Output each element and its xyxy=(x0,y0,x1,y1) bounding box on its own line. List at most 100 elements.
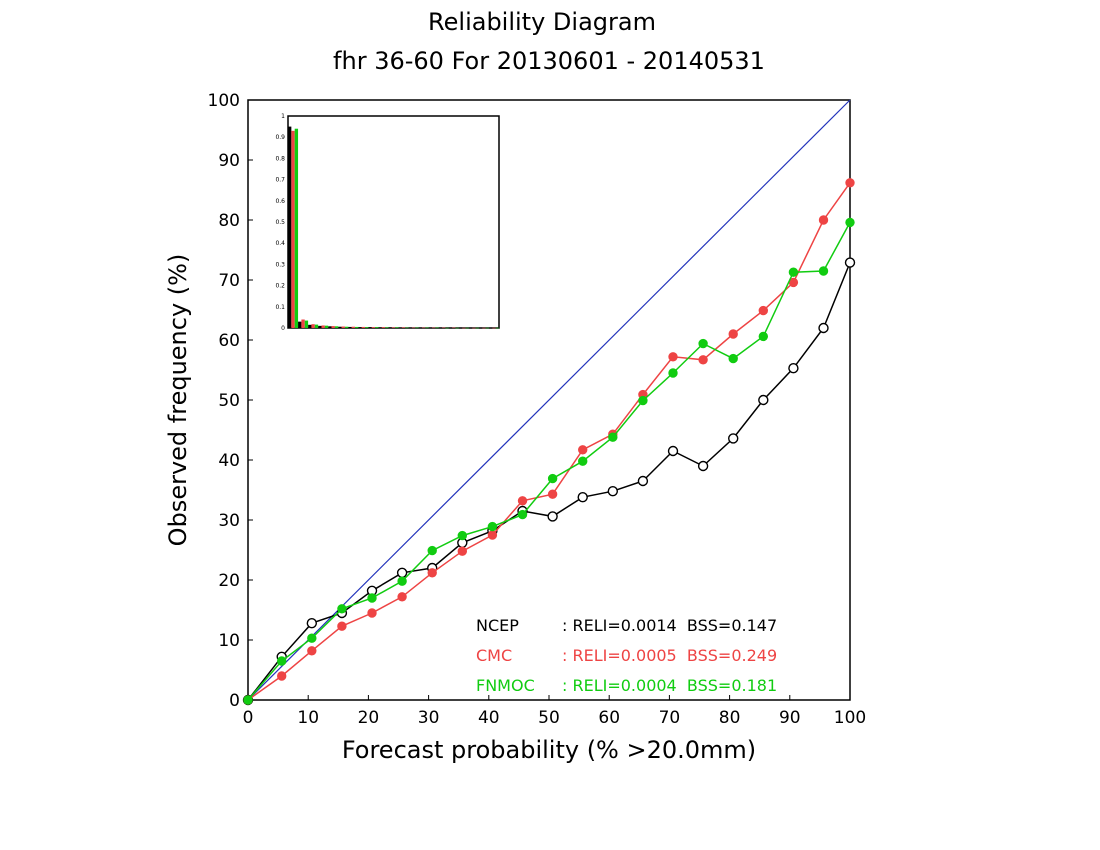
legend-stats-ncep: : RELI=0.0014 BSS=0.147 xyxy=(562,616,777,635)
inset-bar-fnmoc xyxy=(365,327,369,328)
legend: NCEP: RELI=0.0014 BSS=0.147 CMC: RELI=0.0… xyxy=(476,616,777,695)
inset-bar-ncep xyxy=(318,325,322,328)
y-tick-label: 80 xyxy=(218,211,240,231)
inset-bar-cmc xyxy=(452,327,456,329)
inset-bar-cmc xyxy=(401,327,406,328)
inset-bar-fnmoc xyxy=(405,327,409,329)
inset-bar-fnmoc xyxy=(425,327,429,329)
data-point-ncep xyxy=(758,394,769,406)
x-tick-label: 100 xyxy=(834,708,866,728)
inset-bar-fnmoc xyxy=(435,327,439,329)
data-point-ncep xyxy=(577,492,588,503)
y-axis-label: Observed frequency (%) xyxy=(164,254,192,547)
legend-name-fnmoc: FNMOC xyxy=(476,676,535,695)
inset-y-tick-label: 0.7 xyxy=(275,177,285,184)
inset-bar-cmc xyxy=(381,327,386,328)
x-tick-label: 80 xyxy=(719,708,741,728)
perfect-reliability-line xyxy=(247,99,851,701)
data-point-cmc xyxy=(547,489,558,499)
inset-bar-cmc xyxy=(492,327,496,329)
inset-bar-cmc xyxy=(472,327,476,329)
data-point-cmc xyxy=(487,530,498,540)
data-point-ncep xyxy=(728,433,739,444)
y-tick-label: 10 xyxy=(218,631,240,651)
inset-bar-fnmoc xyxy=(354,326,359,328)
inset-y-tick-label: 0.2 xyxy=(275,283,285,290)
inset-bar-ncep xyxy=(408,327,412,329)
chart-subtitle: fhr 36-60 For 20130601 - 20140531 xyxy=(333,47,765,75)
inset-bar-fnmoc xyxy=(324,325,329,328)
inset-bar-cmc xyxy=(411,327,416,329)
inset-y-tick-label: 0 xyxy=(281,325,285,332)
x-tick-label: 50 xyxy=(538,708,560,728)
inset-bar-cmc xyxy=(321,325,325,328)
x-tick-label: 0 xyxy=(243,708,254,728)
data-point-fnmoc xyxy=(668,368,678,378)
inset-bar-ncep xyxy=(418,327,422,329)
legend-name-cmc: CMC xyxy=(476,646,512,665)
data-point-fnmoc xyxy=(578,456,588,466)
data-point-fnmoc xyxy=(758,331,769,342)
x-tick-label: 70 xyxy=(659,708,681,728)
y-tick-label: 40 xyxy=(218,451,240,471)
data-point-cmc xyxy=(758,305,769,316)
y-tick-label: 90 xyxy=(218,151,240,171)
legend-stats-cmc: : RELI=0.0005 BSS=0.249 xyxy=(562,646,777,665)
data-point-fnmoc xyxy=(728,353,738,364)
inset-bar-fnmoc xyxy=(475,327,479,329)
inset-y-tick-label: 0.1 xyxy=(275,304,285,311)
inset-bar-fnmoc xyxy=(415,327,419,329)
y-tick-label: 0 xyxy=(229,691,240,711)
data-point-fnmoc xyxy=(487,521,498,532)
inset-bar-ncep xyxy=(448,327,453,329)
data-point-ncep xyxy=(547,511,558,522)
x-tick-label: 90 xyxy=(779,708,801,728)
inset-bar-ncep xyxy=(358,327,362,328)
inset-bar-fnmoc xyxy=(294,128,299,328)
inset-bar-ncep xyxy=(468,327,473,329)
inset-bar-fnmoc xyxy=(334,326,339,328)
data-point-cmc xyxy=(668,352,678,362)
inset-y-tick-label: 0.3 xyxy=(275,261,285,268)
inset-bar-cmc xyxy=(331,326,335,328)
x-tick-label: 20 xyxy=(358,708,380,728)
inset-bar-ncep xyxy=(478,327,483,329)
x-tick-label: 40 xyxy=(478,708,500,728)
inset-bar-cmc xyxy=(351,326,355,328)
x-tick-label: 60 xyxy=(598,708,620,728)
data-point-ncep xyxy=(637,475,649,487)
inset-bar-fnmoc xyxy=(314,324,319,328)
chart-title: Reliability Diagram xyxy=(428,8,656,36)
inset-frame xyxy=(287,115,500,329)
data-point-cmc xyxy=(818,215,829,225)
data-point-cmc xyxy=(578,445,588,455)
inset-bar-cmc xyxy=(432,327,436,329)
inset-bar-fnmoc xyxy=(375,327,379,328)
data-point-ncep xyxy=(667,445,679,457)
data-point-fnmoc xyxy=(427,545,437,556)
data-point-fnmoc xyxy=(608,432,618,442)
inset-bar-fnmoc xyxy=(465,327,469,329)
x-axis-label: Forecast probability (% >20.0mm) xyxy=(342,736,756,764)
y-tick-label: 20 xyxy=(218,571,240,591)
data-point-fnmoc xyxy=(243,695,253,705)
data-point-fnmoc xyxy=(397,576,407,586)
series-fnmoc xyxy=(243,217,855,705)
data-point-cmc xyxy=(397,592,407,602)
data-point-cmc xyxy=(517,496,528,506)
data-point-fnmoc xyxy=(457,530,468,541)
inset-bar-cmc xyxy=(442,327,446,329)
data-point-cmc xyxy=(337,621,347,631)
data-point-fnmoc xyxy=(845,217,855,228)
inset-bar-fnmoc xyxy=(485,327,489,329)
data-point-ncep xyxy=(844,257,856,268)
inset-bar-cmc xyxy=(311,324,315,328)
inset-bar-ncep xyxy=(388,327,392,328)
inset-bar-cmc xyxy=(301,319,305,328)
inset-bar-cmc xyxy=(421,327,426,329)
inset-bar-ncep xyxy=(378,327,382,328)
inset-y-tick-label: 0.4 xyxy=(275,240,285,247)
inset-bar-ncep xyxy=(368,327,372,328)
y-tick-label: 50 xyxy=(218,391,240,411)
